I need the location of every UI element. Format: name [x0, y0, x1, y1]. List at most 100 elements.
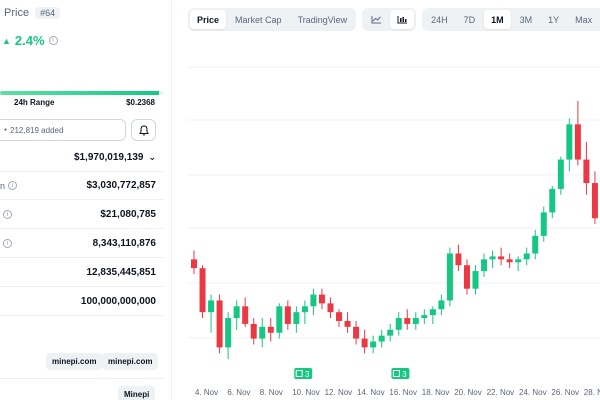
range-tab[interactable]: 1Y: [548, 14, 560, 25]
candle-body[interactable]: [455, 253, 462, 266]
candle-body[interactable]: [267, 326, 274, 333]
line-chart-button[interactable]: [364, 10, 388, 29]
x-tick-label: 28. Nov: [584, 388, 600, 397]
info-icon[interactable]: i: [8, 181, 18, 190]
view-tab[interactable]: Market Cap: [235, 14, 282, 25]
candle-body[interactable]: [446, 253, 453, 301]
event-marker[interactable]: 3: [294, 368, 313, 379]
candle-body[interactable]: [438, 300, 445, 310]
event-marker-badge: [391, 368, 410, 379]
candle-body[interactable]: [540, 212, 547, 236]
rank-badge: #64: [35, 7, 61, 19]
x-tick-label: 24. Nov: [519, 388, 547, 397]
info-icon[interactable]: i: [3, 239, 12, 248]
range-switcher: 24H7D1M3M1YMaxLO: [422, 8, 600, 31]
candle-body[interactable]: [318, 294, 325, 304]
x-tick-label: 12. Nov: [325, 388, 353, 397]
x-tick-label: 6. Nov: [227, 388, 250, 397]
website-link[interactable]: minepi.com: [46, 353, 103, 370]
candle-body[interactable]: [250, 323, 257, 339]
candle-body[interactable]: [301, 306, 308, 313]
price-chart[interactable]: 3 3 4. Nov 6. Nov 8. Nov 10. Nov 12. Nov 14. No…: [188, 40, 600, 400]
event-marker-count: 3: [305, 370, 310, 379]
candle-body[interactable]: [208, 300, 215, 313]
candle-body[interactable]: [472, 271, 479, 289]
candle-body[interactable]: [463, 265, 470, 289]
range-tab[interactable]: 7D: [463, 14, 476, 25]
candle-body[interactable]: [489, 256, 496, 260]
candle-body[interactable]: [293, 312, 300, 324]
candle-body[interactable]: [310, 294, 317, 307]
candle-body[interactable]: [481, 259, 488, 272]
x-tick-label: 4. Nov: [195, 388, 218, 397]
candle-body[interactable]: [515, 259, 522, 263]
candle-body[interactable]: [583, 159, 590, 184]
chart-toolbar: Price Market Cap TradingView 24H 7D 1M 3M 1Y Ma…: [188, 8, 600, 31]
candle-body[interactable]: [574, 124, 581, 160]
candle-body[interactable]: [225, 318, 232, 348]
bell-icon: [138, 124, 149, 136]
candle-body[interactable]: [532, 235, 539, 254]
candle-body[interactable]: [412, 318, 419, 324]
watchlist-button[interactable]: ● 212,819 added: [0, 119, 126, 141]
candle-body[interactable]: [387, 329, 394, 336]
candle-body[interactable]: [199, 268, 206, 313]
candle-body[interactable]: [378, 335, 385, 342]
candle-body[interactable]: [549, 188, 556, 213]
candle-body[interactable]: [191, 259, 197, 269]
x-tick-label: 10. Nov: [292, 388, 320, 397]
info-icon[interactable]: i: [3, 210, 12, 219]
candle-body[interactable]: [523, 253, 530, 260]
candle-body[interactable]: [395, 318, 402, 330]
x-tick-label: 14. Nov: [357, 388, 385, 397]
candle-body[interactable]: [327, 303, 334, 313]
candle-body[interactable]: [336, 312, 343, 321]
x-tick-label: 26. Nov: [551, 388, 579, 397]
candle-body[interactable]: [216, 300, 223, 348]
range-tab[interactable]: 24H: [431, 14, 448, 25]
stat-label-text: n: [0, 180, 6, 191]
stat-row: $1,970,019,139 ⌄: [0, 144, 164, 172]
candle-body[interactable]: [421, 315, 428, 319]
alert-button[interactable]: [131, 119, 156, 141]
candle-body[interactable]: [591, 183, 598, 219]
range-tab[interactable]: 1M: [484, 10, 511, 29]
candle-body[interactable]: [284, 306, 291, 324]
stat-value-text: 8,343,110,876: [92, 238, 156, 249]
chevron-down-icon[interactable]: ⌄: [148, 152, 156, 162]
candle-body[interactable]: [404, 318, 411, 324]
candle-body[interactable]: [429, 309, 436, 316]
stat-value: $1,970,019,139 ⌄: [74, 152, 164, 163]
event-marker[interactable]: 3: [391, 368, 410, 379]
website-link-alt[interactable]: minepi.com: [102, 353, 159, 370]
stat-value-text: $1,970,019,139: [73, 152, 144, 163]
candle-body[interactable]: [566, 124, 573, 160]
view-tab[interactable]: TradingView: [297, 14, 348, 25]
candle-body[interactable]: [498, 256, 505, 260]
candle-chart-button[interactable]: [390, 10, 415, 29]
candle-body[interactable]: [557, 159, 564, 189]
view-tab[interactable]: Price: [190, 10, 227, 29]
candle-body[interactable]: [276, 306, 283, 333]
candle-body[interactable]: [361, 338, 368, 348]
stat-row: i 8,343,110,876: [0, 230, 164, 258]
price-change: ▲ 2.4% i: [2, 33, 58, 48]
candle-body[interactable]: [242, 306, 249, 324]
candle-body[interactable]: [506, 259, 513, 263]
stat-row: 12,835,445,851: [0, 259, 164, 287]
candle-body[interactable]: [370, 341, 377, 348]
price-header: Price #64: [4, 7, 61, 19]
range-tab[interactable]: Max: [575, 14, 593, 25]
news-icon: [295, 370, 303, 377]
info-icon[interactable]: i: [48, 36, 58, 45]
minepi-tag[interactable]: Minepi: [118, 386, 156, 400]
candle-body[interactable]: [353, 326, 360, 339]
candle-body[interactable]: [344, 320, 351, 327]
candle-body[interactable]: [259, 326, 266, 339]
range-tab[interactable]: 3M: [519, 14, 533, 25]
candlestick-chart[interactable]: 3 3 4. Nov 6. Nov 8. Nov 10. Nov 12. Nov 14. No…: [188, 40, 600, 400]
candle-body[interactable]: [233, 306, 240, 319]
x-tick-label: 8. Nov: [260, 388, 283, 397]
stat-value-text: $21,080,785: [100, 209, 156, 220]
